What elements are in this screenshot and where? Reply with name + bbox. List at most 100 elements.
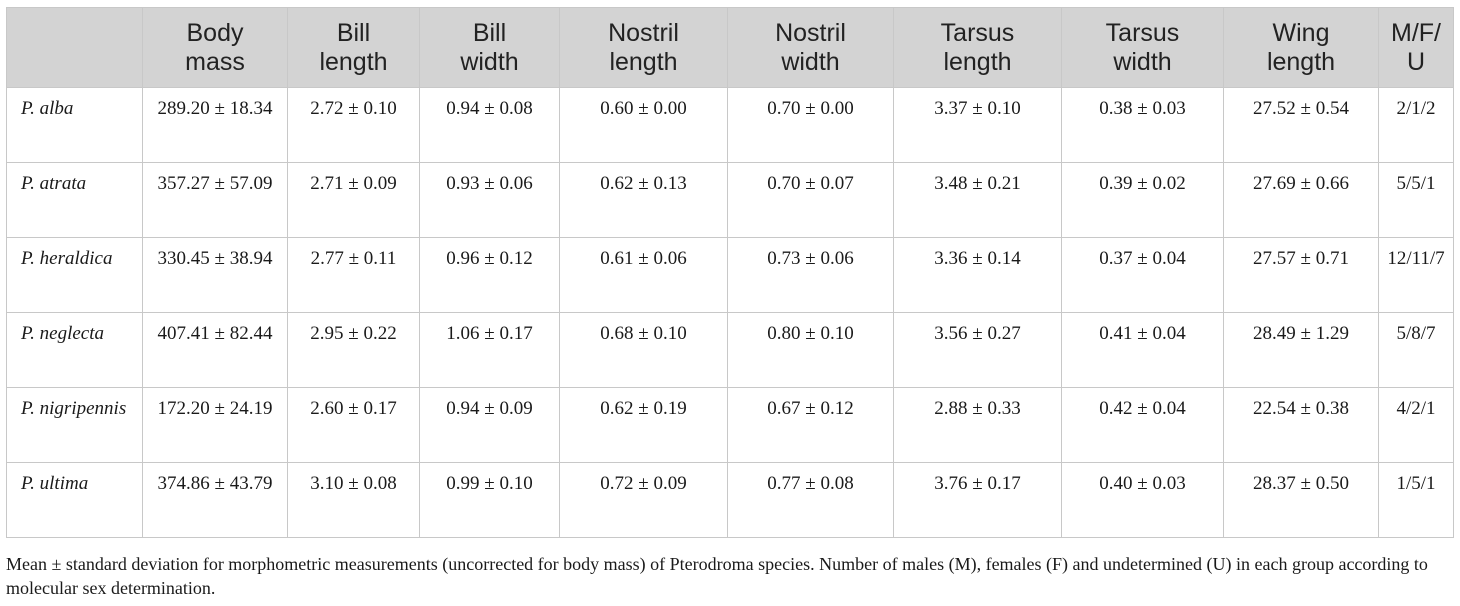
value-cell: 28.37 ± 0.50 — [1223, 462, 1379, 538]
value-cell: 0.60 ± 0.00 — [559, 87, 728, 163]
header-line: Bill — [336, 18, 371, 47]
value-cell: 0.70 ± 0.07 — [727, 162, 894, 238]
table-container: Body mass Bill length Bill width Nostril length… — [6, 7, 1454, 538]
value-cell: 0.96 ± 0.12 — [419, 237, 560, 313]
header-line: Nostril — [608, 18, 679, 47]
value-cell: 357.27 ± 57.09 — [142, 162, 288, 238]
species-cell: P. heraldica — [6, 237, 143, 313]
header-line: length — [609, 47, 678, 76]
header-line: length — [943, 47, 1012, 76]
value-cell: 2.71 ± 0.09 — [287, 162, 420, 238]
header-line: Bill — [472, 18, 507, 47]
value-cell: 407.41 ± 82.44 — [142, 312, 288, 388]
value-cell: 0.42 ± 0.04 — [1061, 387, 1224, 463]
header-line: Tarsus — [1105, 18, 1180, 47]
value-cell: 289.20 ± 18.34 — [142, 87, 288, 163]
header-line: width — [1113, 47, 1172, 76]
table-row: P. atrata 357.27 ± 57.09 2.71 ± 0.09 0.93 ±… — [6, 162, 1454, 238]
header-cell-blank — [6, 7, 143, 88]
species-cell: P. alba — [6, 87, 143, 163]
value-cell: 0.72 ± 0.09 — [559, 462, 728, 538]
table-row: P. heraldica 330.45 ± 38.94 2.77 ± 0.11 0.9… — [6, 237, 1454, 313]
value-cell: 0.39 ± 0.02 — [1061, 162, 1224, 238]
header-cell: M/F/U — [1378, 7, 1454, 88]
value-cell: 2.72 ± 0.10 — [287, 87, 420, 163]
value-cell: 0.62 ± 0.19 — [559, 387, 728, 463]
value-cell: 0.61 ± 0.06 — [559, 237, 728, 313]
header-cell: Wing length — [1223, 7, 1379, 88]
value-cell: 3.48 ± 0.21 — [893, 162, 1062, 238]
header-line: width — [460, 47, 519, 76]
table-row: P. alba 289.20 ± 18.34 2.72 ± 0.10 0.94 ± 0… — [6, 87, 1454, 163]
value-cell: 0.99 ± 0.10 — [419, 462, 560, 538]
species-cell: P. atrata — [6, 162, 143, 238]
header-cell: Bill length — [287, 7, 420, 88]
value-cell: 3.36 ± 0.14 — [893, 237, 1062, 313]
value-cell: 0.80 ± 0.10 — [727, 312, 894, 388]
table-body: P. alba 289.20 ± 18.34 2.72 ± 0.10 0.94 ± 0… — [6, 87, 1454, 538]
header-line: length — [319, 47, 388, 76]
value-cell: 2.95 ± 0.22 — [287, 312, 420, 388]
value-cell: 1.06 ± 0.17 — [419, 312, 560, 388]
value-cell: 0.68 ± 0.10 — [559, 312, 728, 388]
value-cell: 27.57 ± 0.71 — [1223, 237, 1379, 313]
value-cell: 0.94 ± 0.09 — [419, 387, 560, 463]
value-cell: 22.54 ± 0.38 — [1223, 387, 1379, 463]
value-cell: 0.73 ± 0.06 — [727, 237, 894, 313]
value-cell: 1/5/1 — [1378, 462, 1454, 538]
value-cell: 2/1/2 — [1378, 87, 1454, 163]
value-cell: 0.41 ± 0.04 — [1061, 312, 1224, 388]
value-cell: 2.77 ± 0.11 — [287, 237, 420, 313]
header-cell: Tarsus width — [1061, 7, 1224, 88]
value-cell: 0.38 ± 0.03 — [1061, 87, 1224, 163]
header-cell: Bill width — [419, 7, 560, 88]
value-cell: 12/11/7 — [1378, 237, 1454, 313]
value-cell: 4/2/1 — [1378, 387, 1454, 463]
table-caption: Mean ± standard deviation for morphometr… — [6, 554, 1428, 598]
value-cell: 3.56 ± 0.27 — [893, 312, 1062, 388]
header-cell: Nostril length — [559, 7, 728, 88]
value-cell: 0.93 ± 0.06 — [419, 162, 560, 238]
header-line: Body — [186, 18, 244, 47]
header-line: Nostril — [775, 18, 846, 47]
value-cell: 3.37 ± 0.10 — [893, 87, 1062, 163]
value-cell: 330.45 ± 38.94 — [142, 237, 288, 313]
value-cell: 27.52 ± 0.54 — [1223, 87, 1379, 163]
value-cell: 0.67 ± 0.12 — [727, 387, 894, 463]
value-cell: 0.70 ± 0.00 — [727, 87, 894, 163]
table-row: P. ultima 374.86 ± 43.79 3.10 ± 0.08 0.99 ±… — [6, 462, 1454, 538]
value-cell: 0.77 ± 0.08 — [727, 462, 894, 538]
species-cell: P. nigripennis — [6, 387, 143, 463]
table-header: Body mass Bill length Bill width Nostril length… — [6, 7, 1454, 88]
value-cell: 374.86 ± 43.79 — [142, 462, 288, 538]
value-cell: 2.88 ± 0.33 — [893, 387, 1062, 463]
header-row: Body mass Bill length Bill width Nostril length… — [6, 7, 1454, 88]
header-line: Tarsus — [940, 18, 1015, 47]
table-row: P. neglecta 407.41 ± 82.44 2.95 ± 0.22 1.06… — [6, 312, 1454, 388]
value-cell: 3.76 ± 0.17 — [893, 462, 1062, 538]
species-cell: P. ultima — [6, 462, 143, 538]
value-cell: 3.10 ± 0.08 — [287, 462, 420, 538]
table-row: P. nigripennis 172.20 ± 24.19 2.60 ± 0.17 0… — [6, 387, 1454, 463]
value-cell: 28.49 ± 1.29 — [1223, 312, 1379, 388]
header-line: length — [1266, 47, 1336, 76]
value-cell: 172.20 ± 24.19 — [142, 387, 288, 463]
header-cell: Tarsus length — [893, 7, 1062, 88]
value-cell: 0.40 ± 0.03 — [1061, 462, 1224, 538]
header-cell: Nostril width — [727, 7, 894, 88]
value-cell: 5/5/1 — [1378, 162, 1454, 238]
species-cell: P. neglecta — [6, 312, 143, 388]
morphometrics-table: Body mass Bill length Bill width Nostril length… — [6, 7, 1454, 538]
header-line: mass — [185, 47, 245, 76]
header-cell: Body mass — [142, 7, 288, 88]
header-line: Wing — [1272, 18, 1330, 47]
value-cell: 0.94 ± 0.08 — [419, 87, 560, 163]
value-cell: 0.37 ± 0.04 — [1061, 237, 1224, 313]
value-cell: 0.62 ± 0.13 — [559, 162, 728, 238]
value-cell: 2.60 ± 0.17 — [287, 387, 420, 463]
value-cell: 5/8/7 — [1378, 312, 1454, 388]
header-line: U — [1406, 47, 1426, 76]
header-line: width — [781, 47, 840, 76]
value-cell: 27.69 ± 0.66 — [1223, 162, 1379, 238]
header-line: M/F/ — [1391, 18, 1441, 47]
